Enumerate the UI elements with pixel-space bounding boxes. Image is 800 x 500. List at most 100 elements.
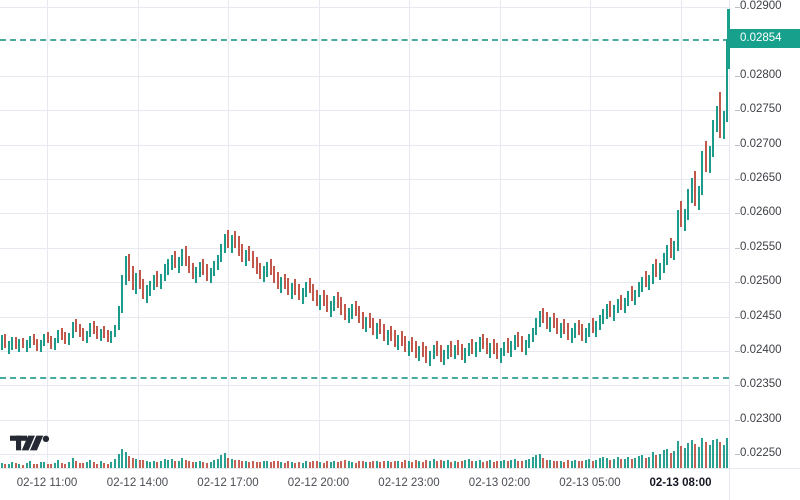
time-axis-label: 02-12 14:00 bbox=[106, 477, 169, 489]
candlestick-bar bbox=[89, 323, 91, 337]
volume-bar bbox=[454, 460, 456, 468]
candlestick-bar bbox=[93, 321, 95, 334]
candlestick-bar bbox=[677, 209, 679, 251]
volume-bar bbox=[294, 462, 296, 468]
volume-bar bbox=[302, 462, 304, 468]
axis-corner bbox=[729, 468, 800, 500]
volume-bar bbox=[245, 461, 247, 468]
volume-bar bbox=[581, 460, 583, 468]
volume-bar bbox=[15, 463, 17, 468]
candlestick-bar bbox=[379, 319, 381, 335]
volume-bar bbox=[93, 462, 95, 468]
candlestick-bar bbox=[401, 331, 403, 347]
volume-bar bbox=[195, 462, 197, 468]
candlestick-bar bbox=[18, 339, 20, 352]
price-axis-label: 0.02300 bbox=[735, 413, 782, 426]
volume-bar bbox=[4, 463, 6, 468]
volume-bar bbox=[217, 459, 219, 468]
candlestick-bar bbox=[139, 269, 141, 290]
gridline-vertical bbox=[590, 0, 591, 468]
volume-bar bbox=[613, 459, 615, 468]
volume-bar bbox=[723, 445, 725, 468]
candlestick-bar bbox=[563, 318, 565, 334]
candlestick-bar bbox=[624, 298, 626, 314]
price-axis-tick-mark bbox=[735, 316, 740, 318]
candlestick-bar bbox=[294, 279, 296, 295]
candlestick-bar bbox=[234, 231, 236, 248]
volume-bar bbox=[167, 459, 169, 468]
gridline-horizontal bbox=[0, 317, 729, 318]
candlestick-bar bbox=[517, 331, 519, 347]
candlestick-bar bbox=[64, 331, 66, 345]
volume-bar bbox=[241, 460, 243, 468]
candlestick-bar bbox=[167, 259, 169, 275]
volume-bar bbox=[726, 438, 728, 468]
volume-bar bbox=[443, 460, 445, 468]
candlestick-bar bbox=[436, 340, 438, 356]
tradingview-logo[interactable] bbox=[10, 432, 54, 454]
candlestick-bar bbox=[40, 339, 42, 352]
volume-bar bbox=[68, 462, 70, 468]
candlestick-bar bbox=[75, 319, 77, 333]
volume-bar bbox=[493, 462, 495, 468]
volume-bar bbox=[450, 461, 452, 468]
volume-bar bbox=[344, 460, 346, 468]
current-price-badge[interactable]: 0.02854 bbox=[730, 29, 800, 49]
volume-bar bbox=[181, 458, 183, 468]
candlestick-bar bbox=[100, 328, 102, 342]
time-axis-label: 02-12 23:00 bbox=[378, 477, 440, 489]
volume-bar bbox=[652, 452, 654, 468]
time-axis[interactable]: 02-12 11:00 02-12 14:00 02-12 17:00 02-12 2… bbox=[0, 468, 729, 500]
candlestick-bar bbox=[309, 278, 311, 294]
gridline-horizontal bbox=[0, 110, 729, 111]
volume-bar bbox=[220, 455, 222, 468]
candlestick-bar bbox=[358, 306, 360, 324]
volume-bar bbox=[192, 461, 194, 468]
candlestick-bar bbox=[146, 284, 148, 303]
volume-bar bbox=[64, 463, 66, 468]
volume-bar bbox=[75, 460, 77, 468]
volume-bar bbox=[574, 459, 576, 468]
volume-bar bbox=[486, 460, 488, 468]
volume-bar bbox=[160, 461, 162, 468]
candlestick-bar bbox=[213, 260, 215, 276]
candlestick-bar bbox=[61, 327, 63, 340]
volume-bar bbox=[171, 458, 173, 468]
gridline-vertical bbox=[500, 0, 501, 468]
volume-bar bbox=[464, 460, 466, 468]
candlestick-bar bbox=[259, 262, 261, 279]
volume-bar bbox=[365, 461, 367, 468]
candlestick-bar bbox=[220, 243, 222, 263]
volume-bar bbox=[716, 438, 718, 468]
volume-bar bbox=[631, 459, 633, 468]
candlestick-bar bbox=[411, 336, 413, 352]
candlestick-bar bbox=[588, 322, 590, 338]
volume-bar bbox=[556, 460, 558, 468]
volume-bar bbox=[595, 459, 597, 468]
volume-bar bbox=[433, 459, 435, 468]
candlestick-bar bbox=[691, 177, 693, 204]
candlestick-bar bbox=[355, 300, 357, 316]
price-axis[interactable]: 0.02900 0.02800 0.02750 0.02700 0.02650 0.026… bbox=[727, 0, 800, 468]
volume-bar bbox=[128, 455, 130, 468]
volume-bar bbox=[61, 462, 63, 468]
volume-bar bbox=[408, 461, 410, 468]
candlestick-bar bbox=[680, 200, 682, 228]
candlestick-bar bbox=[284, 273, 286, 290]
candlestick-bar bbox=[248, 245, 250, 261]
volume-bar bbox=[397, 461, 399, 468]
volume-bar bbox=[178, 461, 180, 468]
candlestick-bar bbox=[369, 313, 371, 329]
volume-bar bbox=[82, 463, 84, 468]
candlestick-bar bbox=[709, 145, 711, 174]
volume-bar bbox=[539, 453, 541, 468]
volume-bar bbox=[114, 459, 116, 468]
candlestick-bar bbox=[602, 309, 604, 325]
candlestick-bar bbox=[156, 271, 158, 287]
candlestick-bar bbox=[376, 323, 378, 339]
volume-bar bbox=[277, 460, 279, 468]
price-plot-area[interactable] bbox=[0, 0, 729, 468]
volume-bar bbox=[599, 458, 601, 468]
time-axis-label: 02-13 02:00 bbox=[468, 477, 531, 489]
